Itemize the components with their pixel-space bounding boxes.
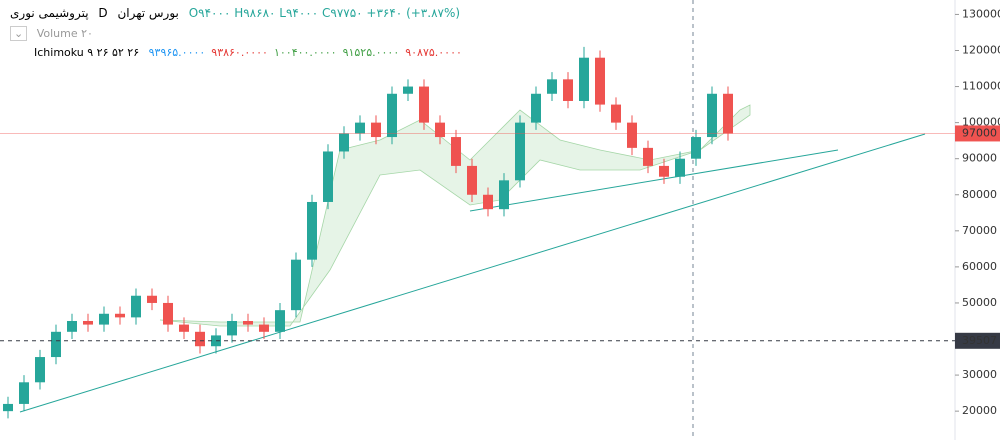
y-tick-label: 70000 <box>962 224 997 237</box>
candle-body <box>195 331 205 347</box>
candle-body <box>275 310 285 332</box>
candle-body <box>451 137 461 166</box>
candle-body <box>643 147 653 166</box>
indicator-row: Ichimoku ۹ ۲۶ ۵۲ ۲۶ ۹۳۹۶۵.۰۰۰۰ ۹۳۸۶۰.۰۰۰۰… <box>34 46 468 59</box>
volume-label[interactable]: Volume ۲۰ <box>36 27 93 40</box>
candle-body <box>355 122 365 134</box>
price-label: 39507 <box>962 334 997 347</box>
ohlc: O۹۴۰۰۰ H۹۸۶۸۰ L۹۴۰۰۰ C۹۷۷۵۰ +۳۶۴۰ (+۳.۸۷… <box>188 6 461 20</box>
symbol-header: پتروشیمی نوری D بورس تهران O۹۴۰۰۰ H۹۸۶۸۰… <box>10 6 466 20</box>
volume-row: ⌄ Volume ۲۰ <box>10 26 99 41</box>
indicator-value: ۱۰۰۴۰۰.۰۰۰۰ <box>273 46 337 59</box>
candle-body <box>339 133 349 152</box>
candle-body <box>627 122 637 148</box>
indicator-label[interactable]: Ichimoku ۹ ۲۶ ۵۲ ۲۶ <box>34 46 140 59</box>
y-tick-label: 80000 <box>962 188 997 201</box>
candle-body <box>659 165 669 177</box>
exchange: بورس تهران <box>117 6 179 20</box>
candle-body <box>99 313 109 325</box>
candle-body <box>51 331 61 358</box>
candle-body <box>595 57 605 105</box>
candle-body <box>403 86 413 94</box>
price-label-box <box>955 125 1000 142</box>
y-tick-label: 90000 <box>962 152 997 165</box>
y-tick-label: 60000 <box>962 260 997 273</box>
y-tick-label: 130000 <box>962 7 1000 20</box>
candle-body <box>611 104 621 123</box>
candle-body <box>515 122 525 181</box>
candle-body <box>35 357 45 383</box>
candle-body <box>435 122 445 138</box>
price-axis <box>955 0 1000 440</box>
y-tick-label: 30000 <box>962 368 997 381</box>
indicator-value: ۹۳۸۶۰.۰۰۰۰ <box>211 46 268 59</box>
y-tick-label: 20000 <box>962 404 997 417</box>
indicator-value: ۹۳۹۶۵.۰۰۰۰ <box>148 46 206 59</box>
candle-body <box>3 403 13 412</box>
candle-body <box>83 320 93 325</box>
candle-body <box>163 302 173 325</box>
trendline <box>19 133 926 413</box>
candle-body <box>259 324 269 332</box>
y-tick-label: 110000 <box>962 80 1000 93</box>
y-tick-label: 120000 <box>962 43 1000 56</box>
candle-body <box>243 320 253 325</box>
candle-body <box>291 259 301 311</box>
candle-body <box>115 313 125 318</box>
candle-body <box>19 382 29 404</box>
candle-body <box>547 79 557 94</box>
candle-body <box>499 180 509 210</box>
indicator-value: ۹۰۸۷۵.۰۰۰۰ <box>405 46 462 59</box>
candle-body <box>227 320 237 336</box>
y-tick-label: 100000 <box>962 116 1000 129</box>
candle-body <box>579 57 589 101</box>
symbol[interactable]: پتروشیمی نوری <box>10 6 89 20</box>
candle-body <box>531 93 541 123</box>
candle-body <box>707 93 717 138</box>
candle-body <box>419 86 429 123</box>
candle-body <box>371 122 381 138</box>
candle-body <box>131 295 141 318</box>
candle-body <box>323 151 333 202</box>
candle-body <box>147 295 157 303</box>
candle-body <box>179 324 189 332</box>
interval[interactable]: D <box>98 6 108 20</box>
indicator-value: ۹۱۵۲۵.۰۰۰۰ <box>342 46 400 59</box>
price-label-box <box>955 332 1000 349</box>
price-label: 97000 <box>962 126 997 139</box>
candle-body <box>691 137 701 159</box>
candle-body <box>307 201 317 260</box>
candle-body <box>675 158 685 177</box>
candle-body <box>483 194 493 210</box>
candle-body <box>563 79 573 101</box>
candle-body <box>723 93 733 134</box>
candle-body <box>467 165 477 195</box>
trendline <box>469 149 839 212</box>
collapse-button[interactable]: ⌄ <box>10 26 28 41</box>
candle-body <box>387 93 397 138</box>
candle-body <box>67 320 77 332</box>
y-tick-label: 50000 <box>962 296 997 309</box>
